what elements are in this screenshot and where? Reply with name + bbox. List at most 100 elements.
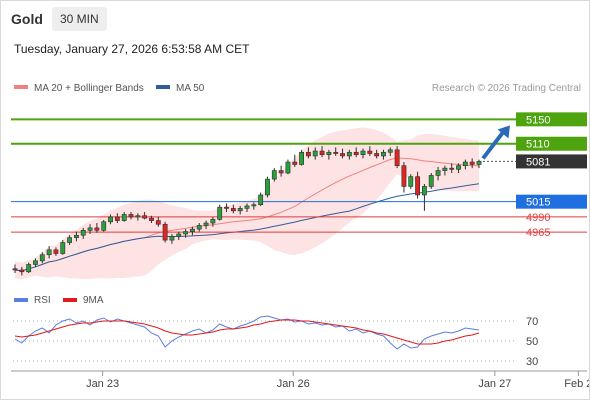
candle xyxy=(108,214,113,225)
candle xyxy=(340,148,345,159)
candle xyxy=(258,192,264,206)
candle xyxy=(224,203,229,213)
ma50-legend-label: MA 50 xyxy=(176,83,205,94)
credit-label: Research © 2026 Trading Central xyxy=(432,83,581,94)
candle xyxy=(285,159,291,175)
candle xyxy=(189,226,195,236)
ma20-legend-swatch xyxy=(14,85,28,89)
x-axis: Jan 23 Jan 26 Jan 27 Feb 2 xyxy=(11,370,589,390)
rsi-legend-label: RSI xyxy=(34,295,51,306)
rsi-tick-label-70: 70 xyxy=(526,316,538,328)
x-tick-label: Feb 2 xyxy=(564,378,589,390)
level-tag-5081 xyxy=(516,154,587,169)
candle xyxy=(155,216,161,227)
ma20-legend-label: MA 20 + Bollinger Bands xyxy=(34,83,144,94)
rsi-tick-label-50: 50 xyxy=(526,336,538,348)
candle xyxy=(46,246,52,259)
candle xyxy=(319,146,325,158)
candle xyxy=(387,147,393,156)
candle xyxy=(333,147,339,156)
candle xyxy=(237,205,243,215)
candle xyxy=(162,221,168,243)
symbol-title: Gold xyxy=(11,11,43,27)
candle xyxy=(367,146,373,156)
x-tick-label: Jan 26 xyxy=(277,378,310,390)
candle xyxy=(271,168,277,182)
candle xyxy=(230,204,236,214)
datetime-label: Tuesday, January 27, 2026 6:53:58 AM CET xyxy=(14,42,250,56)
forecast-arrow xyxy=(481,125,510,160)
candle xyxy=(183,229,189,238)
rsi-ma-legend-swatch xyxy=(63,298,77,302)
candle xyxy=(476,159,482,169)
candle xyxy=(421,183,427,211)
candle xyxy=(128,212,134,220)
candle xyxy=(251,202,257,210)
candle xyxy=(135,213,141,221)
rsi-line xyxy=(14,315,480,350)
ma50-legend-swatch xyxy=(156,85,170,89)
candle xyxy=(305,147,311,159)
timeframe-button[interactable]: 30 MIN xyxy=(52,7,107,31)
candle xyxy=(353,147,359,158)
candle xyxy=(176,231,182,241)
level-label-5081: 5081 xyxy=(526,156,550,168)
candle xyxy=(80,227,86,239)
candle xyxy=(73,231,79,242)
level-tag-5150 xyxy=(516,112,587,127)
level-tag-5015 xyxy=(516,194,587,209)
bollinger-band-area xyxy=(15,127,479,280)
rsi-tick-label-30: 30 xyxy=(526,356,538,368)
bollinger-band xyxy=(15,127,479,280)
candle xyxy=(169,233,175,244)
level-label-4990: 4990 xyxy=(526,212,550,224)
level-labels: 5150 5110 5081 5015 4990 4965 xyxy=(516,112,587,239)
level-label-5110: 5110 xyxy=(526,139,550,151)
candle xyxy=(428,173,434,189)
rsi-panel: 70 50 30 xyxy=(13,315,538,368)
candle xyxy=(101,219,107,232)
candle xyxy=(210,216,216,227)
candle xyxy=(415,171,421,199)
candle xyxy=(53,247,59,256)
candle xyxy=(346,149,352,160)
candle xyxy=(394,146,400,169)
candle xyxy=(94,223,100,233)
candle xyxy=(449,163,455,174)
candles xyxy=(12,146,482,276)
candle xyxy=(217,204,223,221)
candle xyxy=(462,159,468,170)
candle xyxy=(196,223,202,232)
candle xyxy=(435,166,441,181)
x-tick-label: Jan 23 xyxy=(86,378,119,390)
candle xyxy=(67,235,73,245)
forecast-arrow-shaft xyxy=(481,127,508,160)
moving-averages xyxy=(14,157,480,272)
candle xyxy=(39,252,45,264)
level-lines xyxy=(11,118,587,233)
candle xyxy=(292,154,298,167)
candle xyxy=(442,165,448,176)
candle xyxy=(374,149,380,159)
ma50-line xyxy=(14,183,480,272)
candle xyxy=(312,147,318,160)
forecast-arrow-head xyxy=(497,125,510,139)
candle xyxy=(26,262,32,274)
level-label-4965: 4965 xyxy=(526,227,550,239)
candle xyxy=(401,162,407,193)
candle xyxy=(203,220,209,230)
candle xyxy=(381,149,386,160)
rsi-ma-line xyxy=(14,319,480,345)
candle xyxy=(299,149,305,166)
candle xyxy=(142,212,148,220)
candle xyxy=(33,258,38,267)
candle xyxy=(244,203,250,213)
candle xyxy=(12,264,18,274)
candle xyxy=(19,266,25,276)
rsi-ma-legend-label: 9MA xyxy=(83,295,104,306)
rsi-legend-swatch xyxy=(14,298,28,302)
level-tag-5110 xyxy=(516,136,587,151)
candle xyxy=(121,212,127,222)
